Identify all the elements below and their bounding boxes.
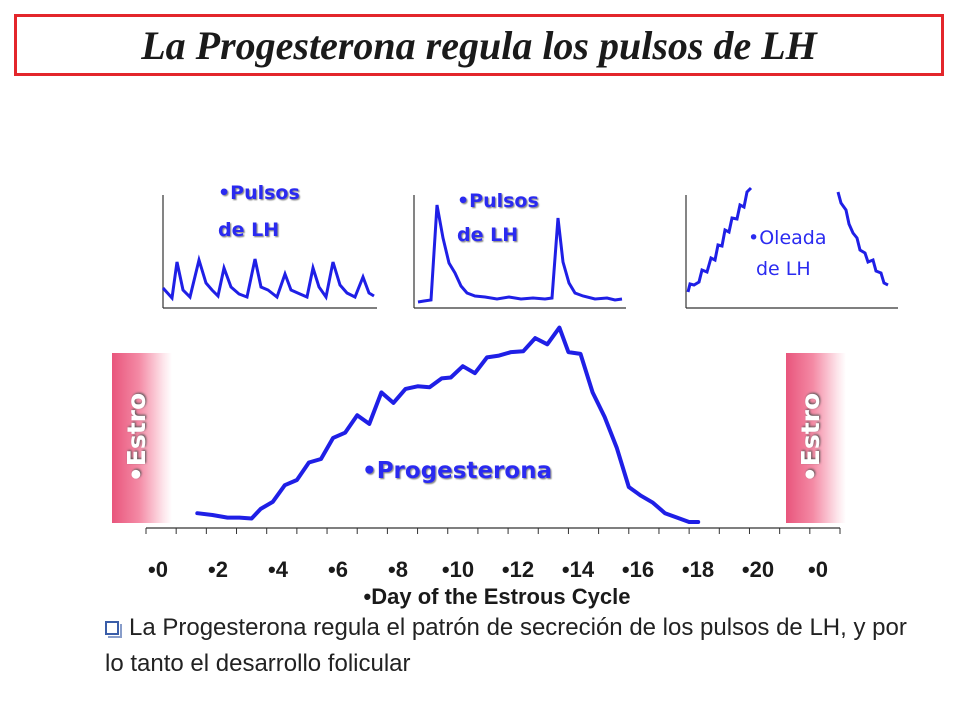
- panel3-label-line2: de LH: [756, 258, 811, 280]
- progesterone-point: [558, 327, 560, 329]
- panel3-label-line1: •Oleada: [748, 227, 826, 249]
- progesterone-point: [688, 521, 690, 523]
- progesterone-point: [196, 512, 198, 514]
- progesterone-point: [308, 461, 310, 463]
- panel2-label-line2: de LH: [457, 224, 518, 246]
- progesterone-point: [604, 416, 606, 418]
- x-tick-label: •18: [682, 557, 714, 582]
- tick-labels: •0 •2 •4 •6 •8 •10 •12 •14 •16 •18 •20 •0: [148, 557, 828, 582]
- lh-panel-3: •Oleada de LH: [685, 186, 898, 309]
- progesterone-point: [462, 365, 464, 367]
- progesterone-point: [522, 350, 524, 352]
- main-chart: •0 •2 •4 •6 •8 •10 •12 •14 •16 •18 •20 •0 •Progeste…: [145, 325, 841, 609]
- progesterone-point: [251, 517, 253, 519]
- progesterone-point: [441, 377, 443, 379]
- lh-panel-1: •Pulsos de LH: [161, 182, 377, 309]
- progesterone-point: [260, 508, 262, 510]
- progesterone-point: [356, 414, 358, 416]
- x-tick-label: •2: [208, 557, 228, 582]
- x-tick-label: •4: [268, 557, 289, 582]
- progesterone-point: [429, 386, 431, 388]
- x-tick-label: •0: [808, 557, 828, 582]
- progesterone-point: [534, 337, 536, 339]
- progesterone-point: [392, 402, 394, 404]
- panel2-pulse-trace: [417, 204, 623, 304]
- estro-band-left: •Estro: [112, 353, 172, 523]
- lh-panel-2: •Pulsos de LH: [413, 190, 626, 309]
- progesterone-point: [567, 351, 569, 353]
- progesterone-point: [676, 517, 678, 519]
- x-tick-label: •20: [742, 557, 774, 582]
- progesterone-point: [284, 484, 286, 486]
- progesterone-point: [664, 512, 666, 514]
- progesterone-point: [296, 479, 298, 481]
- panel1-pulse-trace: [161, 254, 375, 302]
- progesterone-point: [640, 495, 642, 497]
- progesterone-point: [368, 423, 370, 425]
- progesterone-point: [580, 353, 582, 355]
- progesterone-point: [628, 486, 630, 488]
- progesterone-point: [616, 447, 618, 449]
- progesterone-point: [474, 372, 476, 374]
- footer-text: La Progesterona regula el patrón de secr…: [105, 614, 907, 677]
- progesterone-point: [404, 388, 406, 390]
- panel1-label-line2: de LH: [218, 219, 279, 241]
- progesterone-point: [486, 356, 488, 358]
- progesterone-point: [226, 517, 228, 519]
- progesterone-point: [652, 502, 654, 504]
- x-tick-label: •16: [622, 557, 654, 582]
- progesterone-line: [195, 325, 701, 524]
- x-tick-label: •10: [442, 557, 474, 582]
- panel1-label-line1: •Pulsos: [218, 182, 300, 204]
- progesterone-point: [450, 377, 452, 379]
- progesterone-point: [332, 437, 334, 439]
- panel3-surge-rise: [686, 186, 753, 293]
- page-title: La Progesterona regula los pulsos de LH: [141, 22, 817, 68]
- panel2-label-line1: •Pulsos: [457, 190, 539, 212]
- x-tick-label: •0: [148, 557, 168, 582]
- progesterone-point: [211, 514, 213, 516]
- x-tick-label: •14: [562, 557, 595, 582]
- progesterone-point: [510, 351, 512, 353]
- progesterone-point: [320, 458, 322, 460]
- progesterone-point: [380, 391, 382, 393]
- panel3-surge-fall: [836, 191, 889, 287]
- estro-band-right: •Estro: [786, 353, 846, 523]
- checkbox-bullet-icon: [105, 621, 122, 638]
- x-tick-label: •12: [502, 557, 534, 582]
- progesterone-point: [697, 521, 699, 523]
- progesterone-point: [546, 343, 548, 345]
- x-tick-label: •6: [328, 557, 348, 582]
- x-axis-label: •Day of the Estrous Cycle: [364, 584, 631, 609]
- progesterone-point: [417, 385, 419, 387]
- progesterone-point: [592, 391, 594, 393]
- title-box: La Progesterona regula los pulsos de LH: [14, 14, 944, 76]
- progesterone-point: [239, 517, 241, 519]
- x-tick-label: •8: [388, 557, 408, 582]
- progesterone-point: [272, 501, 274, 503]
- progesterone-label: •Progesterona: [362, 458, 552, 484]
- progesterone-point: [498, 355, 500, 357]
- progesterone-point: [344, 432, 346, 434]
- footer-note: La Progesterona regula el patrón de secr…: [105, 610, 925, 682]
- tick-marks: [145, 528, 841, 534]
